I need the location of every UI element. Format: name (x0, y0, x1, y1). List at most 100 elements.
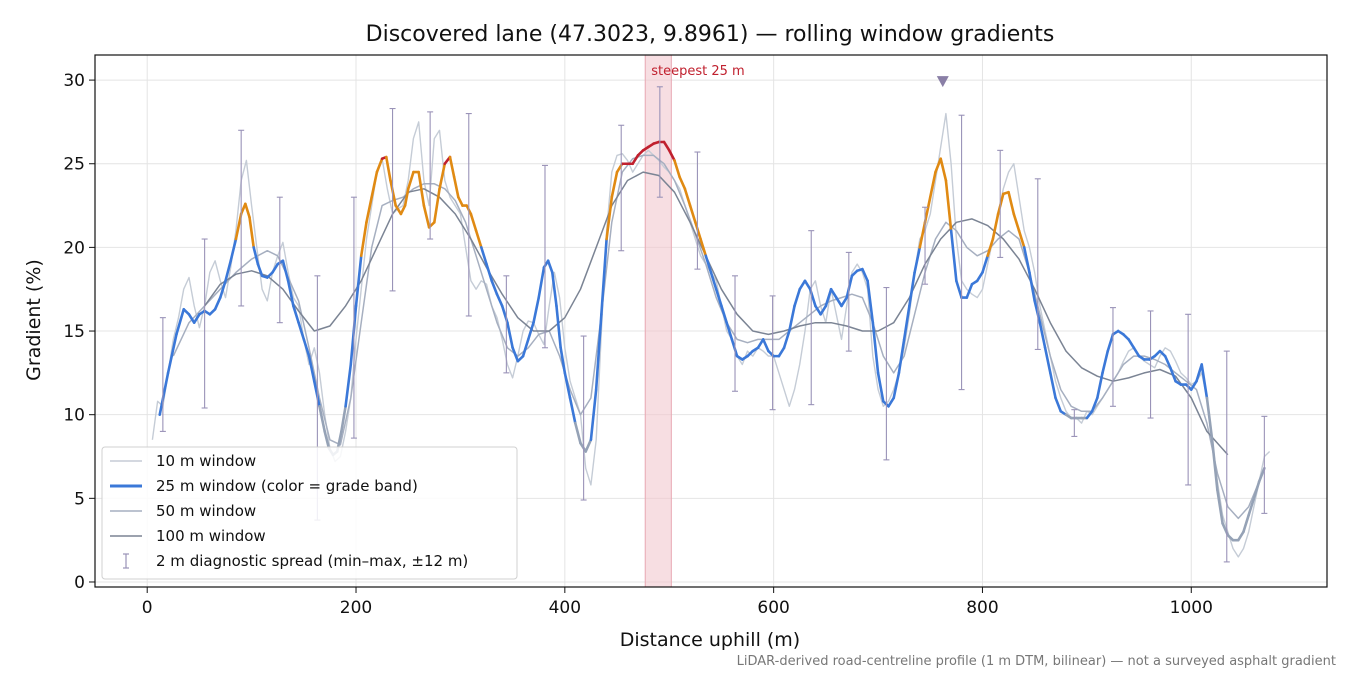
series-25m-segment (344, 363, 353, 408)
error-bar (958, 114, 965, 391)
series-25m-segment (814, 304, 822, 316)
legend-entry: 2 m diagnostic spread (min–max, ±12 m) (123, 552, 468, 570)
y-tick-label: 25 (63, 155, 85, 175)
series-25m-segment (563, 371, 572, 400)
series-25m-segment (610, 170, 619, 199)
series-25m-segment (375, 157, 384, 174)
series-25m-segment (452, 175, 460, 199)
series-25m-segment (673, 159, 681, 179)
x-tick-label: 400 (549, 598, 581, 618)
error-bar (732, 275, 739, 392)
series-25m-segment (495, 292, 504, 308)
series-25m-segment (584, 438, 593, 453)
series-25m-segment (559, 346, 567, 375)
series-25m-segment (761, 338, 770, 353)
error-bar (238, 129, 245, 307)
series-25m-segment (662, 140, 671, 152)
series-25m-segment (318, 405, 326, 433)
series-25m-segment (187, 313, 196, 324)
series-25m-segment (777, 346, 786, 358)
series-25m-segment (244, 202, 251, 219)
series-25m-segment (365, 195, 373, 224)
series-25m-segment (406, 170, 415, 191)
y-tick-label: 5 (74, 489, 85, 509)
series-25m-segment (678, 175, 687, 191)
series-25m-segment (546, 259, 554, 274)
x-tick-label: 200 (340, 598, 372, 618)
series-25m-segment (824, 287, 833, 308)
error-bar (541, 164, 548, 349)
series-25m-segment (213, 296, 222, 311)
series-25m-segment (861, 267, 869, 283)
series-25m-segment (793, 287, 802, 308)
legend-label: 100 m window (156, 527, 266, 545)
series-25m-segment (944, 179, 953, 232)
series-25m-segment (370, 170, 379, 199)
x-tick-label: 0 (142, 598, 153, 618)
series-25m-segment (526, 321, 535, 341)
y-tick-label: 20 (63, 238, 85, 258)
series-25m-segment (399, 204, 407, 216)
series-25m-segment (532, 296, 541, 324)
series-25m-segment (897, 338, 906, 375)
series-25m-segment (600, 237, 608, 316)
y-tick-label: 0 (74, 573, 85, 593)
series-25m-segment (834, 296, 843, 308)
error-bar (656, 86, 663, 198)
error-bar (1223, 350, 1230, 563)
error-bar (808, 230, 815, 406)
series-25m-segment (490, 279, 499, 296)
series-25m-segment (1210, 438, 1219, 492)
series-25m-segment (975, 271, 984, 283)
series-25m-segment (474, 229, 483, 249)
legend-label: 10 m window (156, 452, 256, 470)
legend-box (101, 446, 518, 580)
series-25m-segment (1090, 396, 1099, 413)
series-25m-segment (457, 195, 464, 207)
legend-label: 25 m window (color = grade band) (156, 477, 418, 495)
peak-marker (936, 76, 949, 88)
series-25m-segment (252, 246, 260, 266)
error-bar (1109, 307, 1116, 407)
series-25m-segment (506, 321, 514, 350)
series-25m-segment (573, 421, 582, 445)
series-25m-segment (887, 396, 896, 408)
x-tick-label: 600 (757, 598, 789, 618)
error-bar (389, 107, 396, 292)
series-25m-segment (819, 304, 828, 316)
series-25m-segment (286, 279, 295, 308)
series-25m-segment (923, 195, 932, 224)
error-bar (1034, 178, 1041, 350)
series-25m-segment (422, 204, 431, 229)
series-25m-segment (271, 262, 280, 274)
series-25m-segment (688, 204, 697, 224)
series-25m-segment (551, 271, 558, 308)
series-25m-segment (902, 304, 911, 341)
series-25m-segment (876, 371, 885, 403)
series-25m-segment (1106, 333, 1115, 353)
series-25m-segment (709, 271, 718, 291)
series-25m-segment (1127, 338, 1136, 350)
series-25m-segment (866, 279, 875, 324)
error-bar (465, 113, 472, 317)
series-25m-segment (725, 321, 734, 341)
series-25m-segment (1252, 480, 1261, 500)
x-tick-label: 800 (966, 598, 998, 618)
series-25m-segment (1022, 246, 1031, 274)
series-25m-segment (480, 246, 488, 266)
series-25m-segment (1007, 190, 1016, 216)
peak-marker-triangle (936, 76, 949, 88)
series-25m-segment (1028, 271, 1036, 303)
plot-frame (94, 54, 1328, 588)
y-axis-ticks: 0 5 10 15 20 25 30 (63, 71, 95, 593)
series-25m-segment (788, 304, 796, 333)
series-25m-segment (248, 215, 255, 249)
series-25m-segment (605, 195, 614, 241)
error-bar (997, 149, 1004, 258)
error-bar (922, 206, 929, 285)
series-25m-segment (433, 187, 441, 224)
series-25m-segment (803, 279, 812, 291)
y-tick-label: 15 (63, 322, 85, 342)
series-25m-segment (1205, 396, 1214, 442)
